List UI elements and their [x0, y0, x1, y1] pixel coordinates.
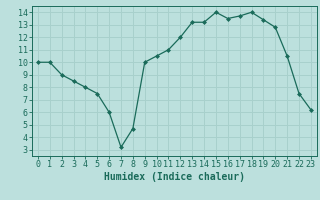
X-axis label: Humidex (Indice chaleur): Humidex (Indice chaleur) — [104, 172, 245, 182]
